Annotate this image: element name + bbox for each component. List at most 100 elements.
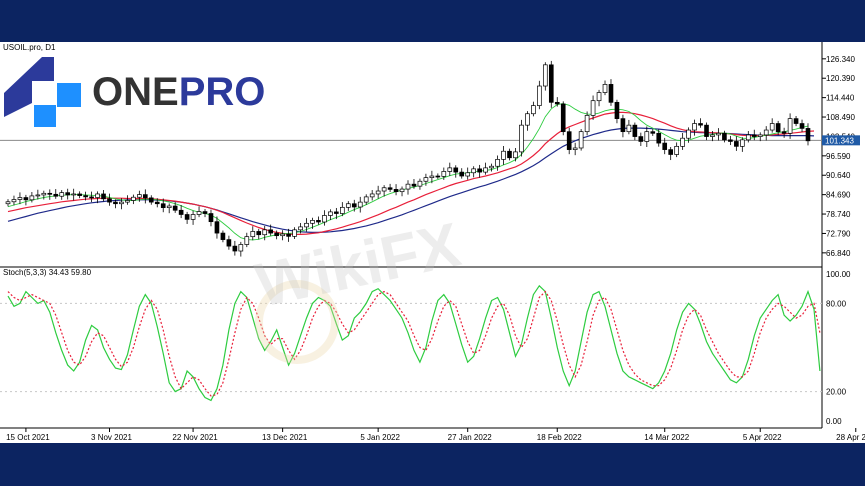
candle-body [626,124,632,133]
time-tick-label: 14 Mar 2022 [644,433,689,442]
candle-body [262,229,268,236]
candle-body [477,168,482,173]
candle-body [184,214,190,220]
time-tick-label: 18 Feb 2022 [537,433,582,442]
candle-body [113,201,118,205]
candle-body [292,229,297,237]
candle-body [519,124,524,153]
candle-body [328,211,333,216]
stochastic-label: Stoch(5,3,3) 34.43 59.80 [3,268,92,277]
candle-body [148,197,154,203]
candle-body [280,233,285,237]
candle-body [787,118,793,134]
price-tick-label: 72.790 [826,229,851,238]
candle-body [662,142,668,150]
candle-body [542,64,548,87]
candle-body [501,150,506,160]
price-tick-label: 78.740 [826,210,851,219]
candle-body [77,193,82,196]
price-tick-label: 114.440 [826,94,855,103]
price-tick-label: 126.340 [826,55,855,64]
wikifx-watermark-icon [255,280,339,364]
price-tick-label: 120.390 [826,74,855,83]
candle-body [614,101,620,119]
time-tick-label: 3 Nov 2021 [91,433,132,442]
candle-body [375,190,381,195]
candle-body [131,196,136,201]
time-tick-label: 5 Jan 2022 [360,433,400,442]
logo-text-pro: PRO [178,70,266,114]
candle-body [47,192,53,195]
candle-body [751,134,757,137]
candle-body [340,206,345,214]
candle-body [537,85,542,106]
candle-body [453,167,459,173]
candle-body [590,100,596,116]
candle-body [125,200,130,203]
candle-body [351,203,357,208]
candle-body [429,175,435,179]
time-tick-label: 15 Oct 2021 [6,433,50,442]
candle-body [214,221,220,234]
candle-body [53,193,59,197]
candle-body [447,167,453,172]
candle-body [656,132,662,144]
candle-body [483,167,488,173]
candle-body [411,183,417,187]
stoch-signal-line [7,290,821,397]
stoch-level-label: 20.00 [826,388,847,397]
candle-body [734,141,739,147]
candle-body [638,136,644,142]
current-price-label: 101.343 [825,136,854,145]
candle-body [405,183,411,190]
price-tick-label: 96.590 [826,152,851,161]
candle-body [799,123,805,129]
candle-body [686,129,691,139]
candle-body [310,220,315,224]
candle-body [704,124,709,137]
candle-body [471,168,476,174]
candle-body [459,171,465,177]
candle-body [172,205,178,211]
candle-body [489,165,494,169]
candle-body [465,172,471,177]
candle-body [441,171,447,177]
candle-body [268,229,274,234]
candle-body [668,149,674,155]
candle-body [566,131,572,150]
candle-body [95,193,100,198]
onepro-logo-text: ONEPRO [92,70,265,115]
candle-body [334,211,339,214]
candle-body [698,123,703,126]
candle-body [728,139,733,142]
candle-body [101,193,106,200]
candle-body [357,201,363,208]
price-tick-label: 108.490 [826,113,855,122]
candle-body [554,101,560,105]
candle-body [578,131,584,149]
chart-frame: 126.340120.390114.440108.490102.54096.59… [0,42,865,443]
chart-canvas: 126.340120.390114.440108.490102.54096.59… [0,42,865,442]
candle-body [393,189,399,193]
candle-body [274,232,279,237]
onepro-logo: ONEPRO [4,52,265,132]
candle-body [65,192,71,196]
candle-body [548,64,554,103]
candle-body [692,123,697,131]
candle-body [710,134,715,137]
candle-body [560,103,566,133]
candle-body [137,194,142,198]
candle-body [23,197,29,201]
candle-body [674,145,679,155]
candle-body [166,205,172,209]
candle-body [322,215,327,223]
time-tick-label: 22 Nov 2021 [172,433,218,442]
candle-body [29,195,35,201]
candle-body [572,147,578,150]
candle-body [745,134,751,141]
candle-body [596,92,602,102]
current-price-tag [822,135,860,146]
candle-body [531,105,536,115]
price-tick-label: 66.840 [826,249,851,258]
time-tick-label: 5 Apr 2022 [743,433,782,442]
